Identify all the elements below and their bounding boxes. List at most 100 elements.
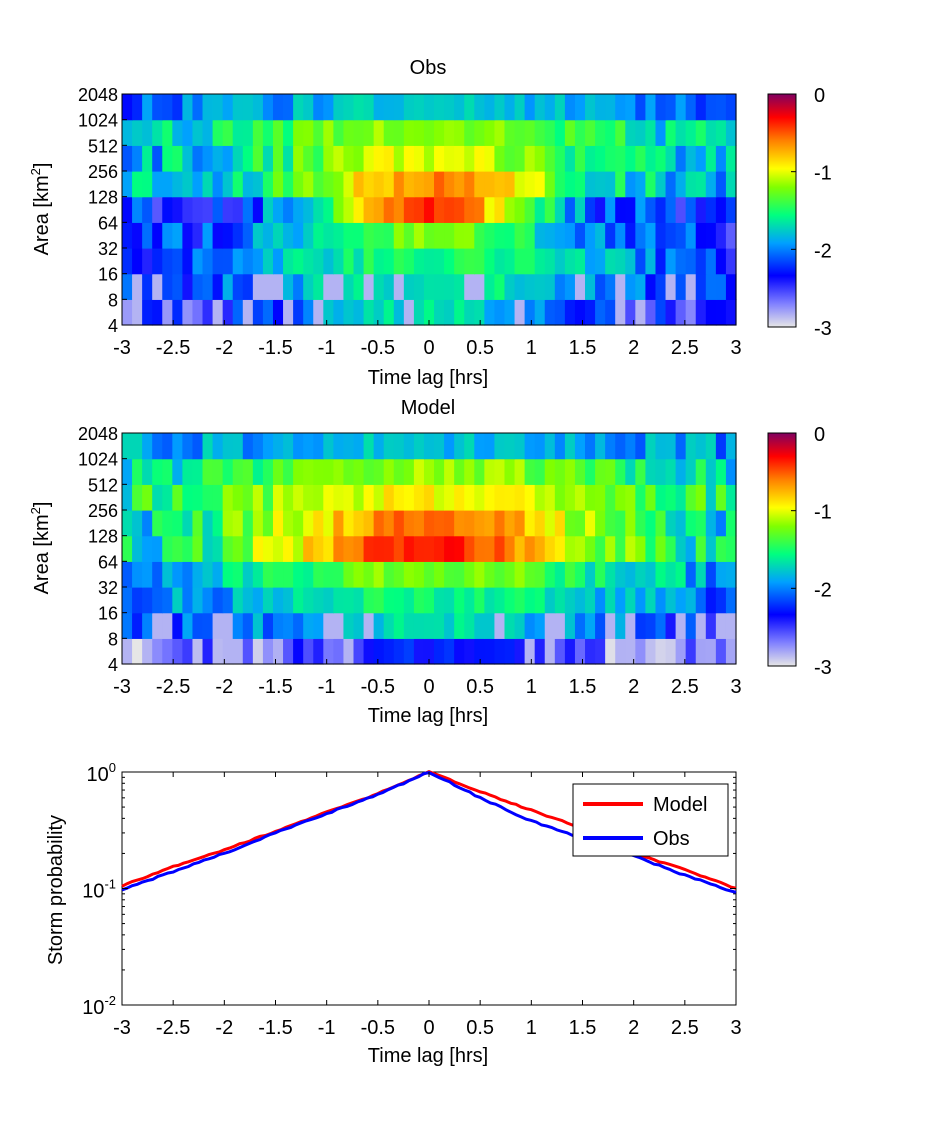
heatmap-cell xyxy=(212,612,224,639)
heatmap-cell xyxy=(313,587,324,614)
heatmap-cell xyxy=(373,299,385,326)
heatmap-cell xyxy=(142,145,153,172)
heatmap-cell xyxy=(534,222,546,249)
heatmap-cell xyxy=(192,612,204,639)
heatmap-cell xyxy=(272,119,284,146)
heatmap-cell xyxy=(413,535,425,562)
heatmap-cell xyxy=(595,458,606,485)
heatmap-cell xyxy=(242,458,254,485)
heatmap-cell xyxy=(182,510,194,537)
heatmap-cell xyxy=(403,535,415,562)
heatmap-cell xyxy=(625,196,636,223)
heatmap-cell xyxy=(695,433,707,460)
heatmap-cell xyxy=(524,222,536,249)
heatmap-cell xyxy=(363,145,375,172)
heatmap-cell xyxy=(705,171,717,198)
heatmap-cell xyxy=(695,248,707,275)
heatmap-cell xyxy=(212,535,224,562)
heatmap-cell xyxy=(675,638,687,665)
heatmap-cell xyxy=(574,484,586,511)
heatmap-cell xyxy=(715,458,727,485)
heatmap-cell xyxy=(454,119,465,146)
heatmap-cell xyxy=(373,638,385,665)
heatmap-cell xyxy=(434,612,445,639)
heatmap-cell xyxy=(373,561,385,588)
heatmap-cell xyxy=(564,587,576,614)
heatmap-cell xyxy=(182,273,194,300)
obs-heatmap-yticks: 4 8 16 32 64 128 256 512 1024 2048 xyxy=(78,85,127,336)
heatmap-cell xyxy=(454,510,465,537)
heatmap-cell xyxy=(262,458,274,485)
heatmap-cell xyxy=(534,587,546,614)
heatmap-cell xyxy=(333,458,345,485)
heatmap-cell xyxy=(595,433,606,460)
heatmap-cell xyxy=(504,535,516,562)
heatmap-cell xyxy=(524,510,536,537)
heatmap-cell xyxy=(232,299,244,326)
heatmap-cell xyxy=(283,171,294,198)
heatmap-cell xyxy=(373,248,385,275)
heatmap-cell xyxy=(122,638,133,665)
heatmap-cell xyxy=(373,145,385,172)
heatmap-cell xyxy=(232,222,244,249)
heatmap-cell xyxy=(272,248,284,275)
heatmap-cell xyxy=(574,222,586,249)
heatmap-cell xyxy=(554,561,566,588)
heatmap-cell xyxy=(222,638,234,665)
heatmap-cell xyxy=(363,273,375,300)
heatmap-cell xyxy=(655,299,667,326)
heatmap-cell xyxy=(222,196,234,223)
heatmap-cell xyxy=(403,638,415,665)
heatmap-cell xyxy=(132,94,143,121)
heatmap-cell xyxy=(202,222,214,249)
heatmap-cell xyxy=(202,612,214,639)
heatmap-cell xyxy=(152,535,163,562)
heatmap-cell xyxy=(484,458,496,485)
heatmap-cell xyxy=(635,145,647,172)
heatmap-cell xyxy=(534,561,546,588)
heatmap-cell xyxy=(665,94,677,121)
heatmap-cell xyxy=(725,510,737,537)
heatmap-cell xyxy=(665,299,677,326)
heatmap-cell xyxy=(363,458,375,485)
xtick-label: 1.5 xyxy=(569,1017,597,1039)
heatmap-cell xyxy=(363,171,375,198)
heatmap-cell xyxy=(504,196,516,223)
heatmap-cell xyxy=(162,196,173,223)
heatmap-cell xyxy=(444,535,455,562)
heatmap-cell xyxy=(464,433,475,460)
heatmap-cell xyxy=(162,119,173,146)
obs-ylabel-base: Area [km xyxy=(31,175,53,255)
xtick-label: -0.5 xyxy=(361,676,395,698)
heatmap-cell xyxy=(272,612,284,639)
heatmap-cell xyxy=(715,145,727,172)
heatmap-cell xyxy=(272,145,284,172)
heatmap-cell xyxy=(413,248,425,275)
heatmap-cell xyxy=(132,458,143,485)
heatmap-cell xyxy=(413,119,425,146)
heatmap-cell xyxy=(383,484,395,511)
heatmap-cell xyxy=(685,171,697,198)
heatmap-cell xyxy=(363,433,375,460)
heatmap-cell xyxy=(564,433,576,460)
heatmap-cell xyxy=(202,299,214,326)
heatmap-cell xyxy=(494,535,506,562)
heatmap-cell xyxy=(182,433,194,460)
heatmap-cell xyxy=(605,433,616,460)
xtick-label: -2.5 xyxy=(156,676,190,698)
heatmap-cell xyxy=(635,638,647,665)
colorbar-tick-label: -2 xyxy=(814,240,832,262)
heatmap-cell xyxy=(655,458,667,485)
heatmap-cell xyxy=(585,612,596,639)
heatmap-cell xyxy=(695,535,707,562)
ytick-label: 512 xyxy=(88,136,118,156)
heatmap-cell xyxy=(564,535,576,562)
heatmap-cell xyxy=(242,587,254,614)
heatmap-cell xyxy=(293,299,304,326)
heatmap-cell xyxy=(172,222,183,249)
heatmap-cell xyxy=(725,222,737,249)
heatmap-cell xyxy=(585,484,596,511)
heatmap-cell xyxy=(675,587,687,614)
heatmap-cell xyxy=(635,458,647,485)
heatmap-cell xyxy=(725,587,737,614)
